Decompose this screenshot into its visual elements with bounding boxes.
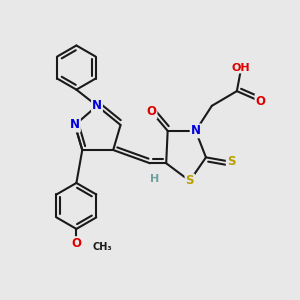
Text: N: N bbox=[190, 124, 201, 137]
Text: OH: OH bbox=[232, 63, 250, 73]
Text: H: H bbox=[150, 174, 159, 184]
Text: CH₃: CH₃ bbox=[93, 242, 112, 252]
Text: O: O bbox=[71, 237, 81, 250]
Text: O: O bbox=[255, 95, 266, 108]
Text: N: N bbox=[92, 99, 102, 112]
Text: S: S bbox=[227, 155, 235, 168]
Text: N: N bbox=[70, 118, 80, 131]
Text: S: S bbox=[185, 174, 194, 188]
Text: O: O bbox=[146, 105, 157, 118]
